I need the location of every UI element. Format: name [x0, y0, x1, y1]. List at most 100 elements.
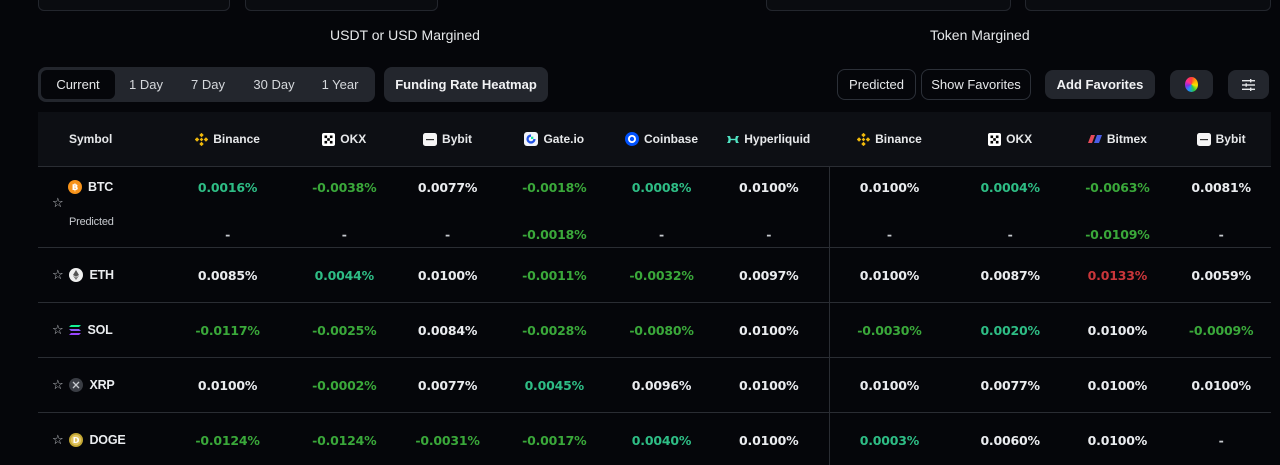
- svg-text:D: D: [73, 436, 80, 445]
- rate-cell[interactable]: 0.0077%: [417, 377, 478, 393]
- bybit-icon: [1196, 132, 1211, 146]
- rate-cell[interactable]: 0.0100%: [1087, 377, 1148, 393]
- rate-cell[interactable]: -0.0025%: [312, 322, 377, 338]
- rate-cell[interactable]: 0.0133%: [1087, 267, 1148, 283]
- rate-cell[interactable]: 0.0100%: [197, 377, 258, 393]
- col-coinbase[interactable]: Coinbase: [608, 132, 716, 146]
- col-token-binance[interactable]: Binance: [822, 132, 957, 146]
- symbol-label: ETH: [89, 268, 114, 282]
- rate-cell[interactable]: 0.0003%: [859, 432, 920, 448]
- favorite-star-icon[interactable]: ☆: [52, 322, 64, 338]
- col-token-bitmex[interactable]: Bitmex: [1064, 132, 1172, 146]
- predicted-rate: -: [1007, 227, 1013, 242]
- predicted-button[interactable]: Predicted: [837, 69, 916, 100]
- rate-cell[interactable]: 0.0100%: [739, 432, 799, 448]
- predicted-rate: -: [341, 227, 347, 242]
- rate-cell[interactable]: 0.0040%: [631, 432, 692, 448]
- exchange-name: Bitmex: [1106, 132, 1147, 146]
- rate-cell[interactable]: -0.0011%: [522, 267, 587, 283]
- rate-cell[interactable]: -0.0080%: [629, 322, 694, 338]
- rate-cell[interactable]: 0.0100%: [1087, 322, 1148, 338]
- rate-cell[interactable]: -0.0031%: [415, 432, 480, 448]
- col-gateio[interactable]: Gate.io: [501, 132, 608, 146]
- rate-cell[interactable]: -0.0124%: [195, 432, 260, 448]
- current-rate: -0.0018%: [522, 180, 587, 195]
- exchange-name: Hyperliquid: [744, 132, 811, 146]
- tab-1-day[interactable]: 1 Day: [129, 77, 163, 92]
- rate-cell[interactable]: -0.0117%: [195, 322, 260, 338]
- rate-cell[interactable]: 0.0060%: [980, 432, 1040, 448]
- rate-cell[interactable]: 0.0100% -: [715, 167, 822, 247]
- rate-cell[interactable]: 0.0100%: [859, 267, 920, 283]
- rate-cell[interactable]: 0.0084%: [417, 322, 478, 338]
- col-bybit[interactable]: Bybit: [394, 132, 501, 146]
- top-select-3[interactable]: [766, 0, 1011, 11]
- bybit-icon: [423, 132, 438, 146]
- rate-cell[interactable]: -0.0063% -0.0109%: [1064, 167, 1172, 247]
- rate-cell[interactable]: -0.0032%: [629, 267, 694, 283]
- rate-cell[interactable]: -0.0124%: [312, 432, 377, 448]
- rate-cell[interactable]: 0.0044%: [314, 267, 375, 283]
- rate-cell[interactable]: 0.0096%: [631, 377, 692, 393]
- col-binance[interactable]: Binance: [161, 132, 295, 146]
- rate-cell[interactable]: 0.0100% -: [822, 167, 957, 247]
- rate-cell[interactable]: 0.0097%: [739, 267, 799, 283]
- favorite-star-icon[interactable]: ☆: [52, 196, 64, 211]
- show-favorites-button[interactable]: Show Favorites: [921, 69, 1031, 100]
- rate-cell[interactable]: 0.0081% -: [1171, 167, 1271, 247]
- tab-1-year[interactable]: 1 Year: [321, 77, 359, 92]
- funding-rate-table: Symbol Binance OKX Bybit Gate.io Coinbas…: [38, 112, 1271, 465]
- rate-cell[interactable]: 0.0100%: [859, 377, 920, 393]
- symbol-cell: ☆ XRP: [38, 358, 161, 412]
- exchange-name: Coinbase: [644, 132, 699, 146]
- top-select-2[interactable]: [245, 0, 438, 11]
- exchange-name: OKX: [340, 132, 367, 146]
- rate-cell[interactable]: 0.0008% -: [608, 167, 716, 247]
- table-row: ☆ SOL -0.0117% -0.0025% 0.0084% -0.0028% -0.00…: [38, 303, 1271, 358]
- current-rate: 0.0100%: [739, 180, 799, 195]
- rate-cell[interactable]: 0.0085%: [197, 267, 258, 283]
- col-hyperliquid[interactable]: Hyperliquid: [715, 132, 822, 146]
- color-scheme-button[interactable]: [1170, 70, 1213, 99]
- rate-cell[interactable]: 0.0100%: [1191, 377, 1251, 393]
- current-rate: 0.0100%: [859, 180, 920, 195]
- rate-cell[interactable]: 0.0059%: [1191, 267, 1251, 283]
- rate-cell[interactable]: -0.0017%: [522, 432, 587, 448]
- rate-cell[interactable]: 0.0016% -: [161, 167, 295, 247]
- rate-cell[interactable]: 0.0100%: [417, 267, 478, 283]
- rate-cell[interactable]: 0.0087%: [980, 267, 1040, 283]
- rate-cell[interactable]: -0.0028%: [522, 322, 587, 338]
- symbol-label: BTC: [88, 180, 114, 194]
- funding-rate-heatmap-button[interactable]: Funding Rate Heatmap: [384, 67, 548, 102]
- rate-cell[interactable]: -0.0030%: [857, 322, 922, 338]
- rate-cell[interactable]: 0.0100%: [739, 322, 799, 338]
- rate-cell[interactable]: -0.0038% -: [294, 167, 394, 247]
- col-token-bybit[interactable]: Bybit: [1171, 132, 1271, 146]
- tab-7-day[interactable]: 7 Day: [191, 77, 225, 92]
- rate-cell[interactable]: 0.0100%: [1087, 432, 1148, 448]
- col-okx[interactable]: OKX: [294, 132, 394, 146]
- rate-cell[interactable]: -0.0018% -0.0018%: [501, 167, 608, 247]
- settings-button[interactable]: [1228, 70, 1269, 99]
- tab-30-day[interactable]: 30 Day: [253, 77, 295, 92]
- predicted-rate: -0.0109%: [1085, 227, 1150, 242]
- rate-cell[interactable]: 0.0100%: [739, 377, 799, 393]
- favorite-star-icon[interactable]: ☆: [52, 377, 64, 393]
- rate-cell[interactable]: -: [1218, 432, 1224, 448]
- rate-cell[interactable]: 0.0045%: [524, 377, 585, 393]
- symbol-column-header[interactable]: Symbol: [69, 132, 113, 146]
- top-select-4[interactable]: [1025, 0, 1271, 11]
- favorite-star-icon[interactable]: ☆: [52, 267, 64, 283]
- add-favorites-button[interactable]: Add Favorites: [1045, 70, 1155, 99]
- favorite-star-icon[interactable]: ☆: [52, 432, 64, 448]
- rate-cell[interactable]: 0.0077%: [980, 377, 1040, 393]
- col-token-okx[interactable]: OKX: [957, 132, 1064, 146]
- top-select-1[interactable]: [38, 0, 230, 11]
- rate-cell[interactable]: -0.0009%: [1188, 322, 1254, 338]
- rate-cell[interactable]: 0.0077% -: [394, 167, 501, 247]
- rate-cell[interactable]: 0.0004% -: [957, 167, 1064, 247]
- rate-cell[interactable]: 0.0020%: [980, 322, 1040, 338]
- okx-icon: [988, 132, 1002, 146]
- rate-cell[interactable]: -0.0002%: [312, 377, 377, 393]
- tab-current[interactable]: Current: [41, 70, 115, 99]
